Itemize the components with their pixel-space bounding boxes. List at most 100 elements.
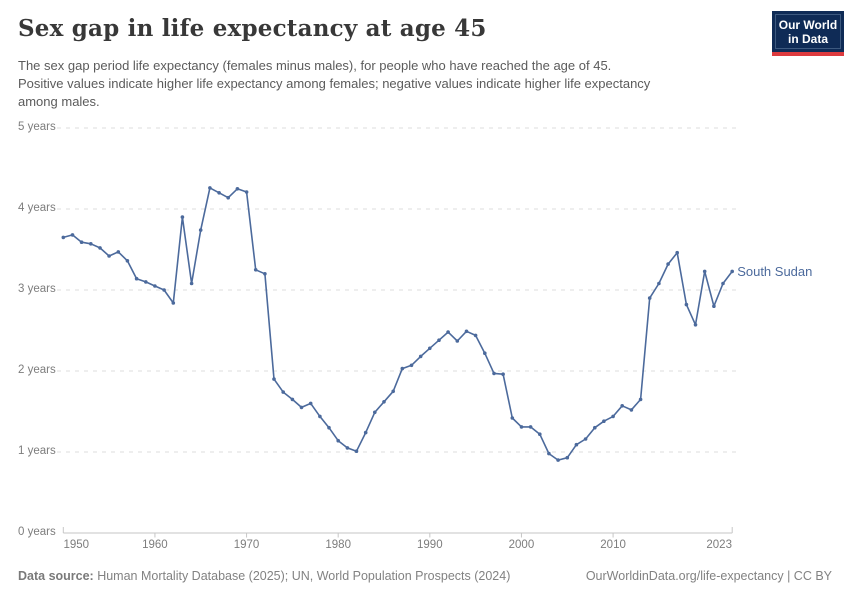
- data-point: [684, 302, 689, 307]
- data-point: [583, 437, 588, 441]
- data-point: [501, 372, 505, 377]
- owid-logo-text-line1: Our World: [778, 17, 838, 32]
- data-point: [281, 390, 286, 394]
- subtitle-line: The sex gap period life expectancy (fema…: [18, 58, 612, 73]
- data-point: [702, 269, 707, 274]
- x-axis-tick-label: 1980: [325, 539, 351, 551]
- y-axis-tick-label: 1 years: [18, 445, 56, 457]
- footer-credit-link[interactable]: OurWorldinData.org/life-expectancy | CC …: [585, 569, 832, 583]
- y-axis-tick-label: 2 years: [18, 364, 56, 376]
- data-point: [125, 259, 130, 263]
- data-point: [400, 366, 405, 371]
- footer-data-source: Data source: Human Mortality Database (2…: [18, 569, 510, 583]
- data-point: [721, 281, 725, 286]
- data-point: [638, 397, 643, 402]
- data-point: [89, 242, 93, 246]
- data-point: [492, 371, 496, 376]
- data-point: [693, 323, 698, 327]
- x-axis-tick-label: 1960: [142, 539, 168, 551]
- data-point: [263, 272, 267, 276]
- data-point: [244, 190, 249, 194]
- data-point: [657, 281, 661, 286]
- data-point: [510, 416, 515, 420]
- data-point: [354, 449, 359, 454]
- data-point: [217, 191, 221, 195]
- x-axis-tick-label: 1990: [417, 539, 443, 551]
- data-point: [198, 228, 203, 232]
- data-point: [391, 389, 396, 394]
- footer-data-source-text: Human Mortality Database (2025); UN, Wor…: [93, 569, 511, 583]
- data-point: [629, 408, 634, 412]
- data-point: [79, 240, 84, 244]
- data-point: [666, 262, 670, 266]
- chart-subtitle: The sex gap period life expectancy (fema…: [18, 57, 650, 111]
- owid-logo-red-bar: [772, 52, 844, 56]
- y-axis-tick-label: 0 years: [18, 526, 56, 538]
- data-point: [446, 330, 450, 334]
- data-point: [226, 195, 230, 200]
- data-point: [208, 186, 212, 190]
- data-point: [464, 329, 469, 334]
- data-point: [318, 414, 322, 419]
- owid-logo[interactable]: Our World in Data: [772, 11, 844, 56]
- data-point: [382, 400, 386, 404]
- x-axis-tick-label: 2023: [706, 539, 732, 551]
- data-point: [116, 250, 121, 254]
- data-point: [299, 405, 304, 410]
- data-point: [647, 296, 652, 300]
- data-point: [308, 401, 313, 406]
- data-point: [428, 346, 432, 351]
- series-entity-label[interactable]: South Sudan: [737, 264, 813, 280]
- y-axis-tick-label: 5 years: [18, 121, 56, 133]
- data-point: [363, 430, 368, 435]
- data-point: [418, 354, 423, 359]
- data-point: [538, 432, 542, 437]
- data-point: [107, 254, 111, 258]
- data-point: [153, 284, 157, 288]
- x-axis-tick-label: 1950: [63, 539, 90, 551]
- data-point: [620, 404, 624, 408]
- data-point: [162, 288, 166, 292]
- x-axis-tick-label: 2010: [600, 539, 626, 551]
- data-point: [611, 414, 615, 419]
- data-point: [455, 339, 460, 343]
- data-point: [593, 425, 597, 430]
- x-axis-tick-label: 1970: [233, 539, 260, 551]
- subtitle-line: Positive values indicate higher life exp…: [18, 76, 651, 91]
- data-point: [327, 425, 331, 430]
- data-point: [409, 363, 414, 368]
- data-point: [437, 338, 441, 343]
- data-point: [712, 304, 716, 309]
- series-line-south-sudan[interactable]: [61, 186, 735, 462]
- data-point: [70, 233, 75, 237]
- data-point: [336, 438, 341, 443]
- data-point: [556, 458, 560, 462]
- x-axis-tick-label: 2000: [508, 539, 535, 551]
- data-point: [272, 377, 276, 381]
- data-point: [373, 410, 377, 415]
- data-point: [547, 451, 551, 456]
- data-point: [483, 351, 487, 356]
- data-point: [290, 397, 295, 402]
- data-point: [180, 215, 185, 219]
- data-point: [235, 187, 240, 191]
- data-point: [565, 455, 570, 460]
- footer-data-source-label: Data source:: [18, 569, 94, 583]
- data-point: [473, 333, 478, 338]
- data-point: [144, 280, 148, 284]
- data-point: [675, 250, 679, 255]
- owid-logo-text-line2: in Data: [787, 31, 828, 46]
- data-point: [98, 246, 102, 250]
- y-axis-tick-label: 3 years: [18, 283, 56, 295]
- page-title: Sex gap in life expectancy at age 45: [18, 15, 487, 42]
- subtitle-line: among males.: [18, 94, 100, 109]
- owid-logo-frame: Our World in Data: [775, 14, 841, 49]
- data-point: [528, 425, 533, 429]
- y-axis-tick-label: 4 years: [18, 202, 56, 214]
- data-point: [519, 425, 524, 429]
- data-point: [730, 269, 734, 274]
- data-point: [61, 235, 66, 240]
- data-point: [574, 442, 579, 447]
